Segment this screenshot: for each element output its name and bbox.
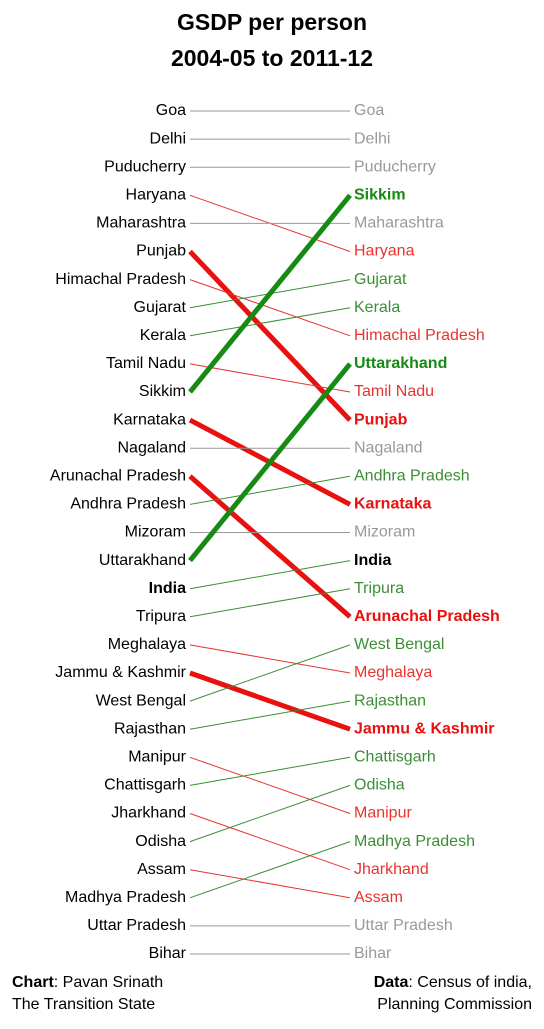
left-label: Gujarat <box>134 299 187 316</box>
right-label: Tripura <box>354 580 404 597</box>
left-label: Punjab <box>136 243 186 260</box>
slope-line <box>189 644 351 702</box>
left-label: Karnataka <box>113 411 186 428</box>
slope-line <box>189 560 351 590</box>
right-label: Meghalaya <box>354 664 432 681</box>
left-label: West Bengal <box>96 692 186 709</box>
left-label: Nagaland <box>118 439 187 456</box>
left-label: Goa <box>156 102 186 119</box>
credit: Chart: Pavan Srinath <box>12 974 163 991</box>
right-label: Delhi <box>354 130 390 147</box>
chart-title: GSDP per person <box>177 9 367 35</box>
slope-line-highlight <box>188 474 352 619</box>
right-label: West Bengal <box>354 636 444 653</box>
credit-line: The Transition State <box>12 996 155 1013</box>
slope-line-highlight <box>188 362 352 563</box>
slope-line <box>189 700 351 730</box>
right-label: Maharashtra <box>354 215 444 232</box>
slope-line <box>189 756 351 814</box>
left-label: Himachal Pradesh <box>55 271 186 288</box>
right-label: Manipur <box>354 805 412 822</box>
right-label: Arunachal Pradesh <box>354 608 500 625</box>
slope-line <box>189 363 351 393</box>
left-label: Tripura <box>136 608 186 625</box>
slope-line-highlight <box>188 193 352 394</box>
left-label: Maharashtra <box>96 215 186 232</box>
slope-line <box>189 841 351 899</box>
left-label: Arunachal Pradesh <box>50 468 186 485</box>
slope-line <box>189 784 351 843</box>
left-label: Rajasthan <box>114 720 186 737</box>
right-label: Punjab <box>354 411 408 428</box>
slope-line <box>189 869 351 899</box>
right-label: Gujarat <box>354 271 407 288</box>
left-label: Jammu & Kashmir <box>55 664 186 681</box>
left-label: Manipur <box>128 749 186 766</box>
right-label: Chattisgarh <box>354 749 436 766</box>
right-label: Odisha <box>354 777 405 794</box>
slope-line <box>189 588 351 618</box>
slope-line-highlight <box>188 249 352 422</box>
right-label: Jammu & Kashmir <box>354 720 495 737</box>
right-label: Haryana <box>354 243 415 260</box>
left-label: Kerala <box>140 327 186 344</box>
slope-line <box>189 813 351 871</box>
right-label: Uttarakhand <box>354 355 447 372</box>
left-label: Jharkhand <box>111 805 186 822</box>
right-label: India <box>354 552 391 569</box>
source-line: : Census of india, <box>408 974 532 991</box>
left-label: Bihar <box>149 945 187 962</box>
left-label: Tamil Nadu <box>106 355 186 372</box>
right-label: Nagaland <box>354 439 423 456</box>
left-label: Meghalaya <box>108 636 186 653</box>
right-label: Jharkhand <box>354 861 429 878</box>
source: Data: Census of india, <box>374 974 532 991</box>
slope-line <box>189 756 351 786</box>
right-label: Goa <box>354 102 384 119</box>
slope-line-highlight <box>189 670 351 732</box>
slope-line <box>189 279 351 337</box>
right-label: Bihar <box>354 945 392 962</box>
chart-title: 2004-05 to 2011-12 <box>171 45 373 71</box>
left-label: Madhya Pradesh <box>65 889 186 906</box>
left-label: Haryana <box>126 187 187 204</box>
left-label: Puducherry <box>104 158 186 175</box>
right-label: Himachal Pradesh <box>354 327 485 344</box>
left-label: Andhra Pradesh <box>70 496 186 513</box>
source-line: Planning Commission <box>377 996 532 1013</box>
left-label: Sikkim <box>139 383 186 400</box>
right-label: Sikkim <box>354 187 406 204</box>
left-label: Delhi <box>150 130 186 147</box>
left-label: Odisha <box>135 833 186 850</box>
right-label: Mizoram <box>354 524 415 541</box>
left-label: Uttarakhand <box>99 552 186 569</box>
right-label: Puducherry <box>354 158 436 175</box>
left-label: Uttar Pradesh <box>87 917 186 934</box>
right-label: Assam <box>354 889 403 906</box>
right-label: Rajasthan <box>354 692 426 709</box>
credit-label: Chart <box>12 974 54 991</box>
left-label: Chattisgarh <box>104 777 186 794</box>
right-label: Kerala <box>354 299 400 316</box>
credit-line: : Pavan Srinath <box>54 974 163 991</box>
right-label: Uttar Pradesh <box>354 917 453 934</box>
right-label: Madhya Pradesh <box>354 833 475 850</box>
right-label: Andhra Pradesh <box>354 468 470 485</box>
right-label: Tamil Nadu <box>354 383 434 400</box>
slope-line <box>189 475 351 505</box>
left-label: Mizoram <box>125 524 186 541</box>
left-label: Assam <box>137 861 186 878</box>
right-label: Karnataka <box>354 496 431 513</box>
source-label: Data <box>374 974 409 991</box>
slope-line <box>189 307 351 337</box>
slope-line <box>189 644 351 674</box>
left-label: India <box>149 580 186 597</box>
